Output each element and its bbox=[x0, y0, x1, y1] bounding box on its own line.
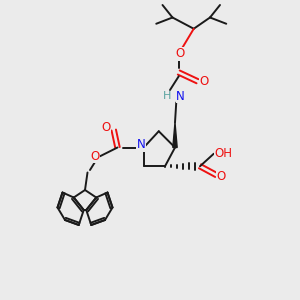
Text: O: O bbox=[176, 47, 184, 60]
Text: O: O bbox=[102, 121, 111, 134]
Text: O: O bbox=[199, 75, 208, 88]
Text: N: N bbox=[137, 139, 146, 152]
Text: OH: OH bbox=[215, 147, 233, 160]
Text: N: N bbox=[176, 90, 185, 103]
Text: O: O bbox=[90, 150, 100, 163]
Polygon shape bbox=[173, 122, 177, 148]
Text: O: O bbox=[217, 170, 226, 183]
Text: H: H bbox=[163, 91, 171, 101]
